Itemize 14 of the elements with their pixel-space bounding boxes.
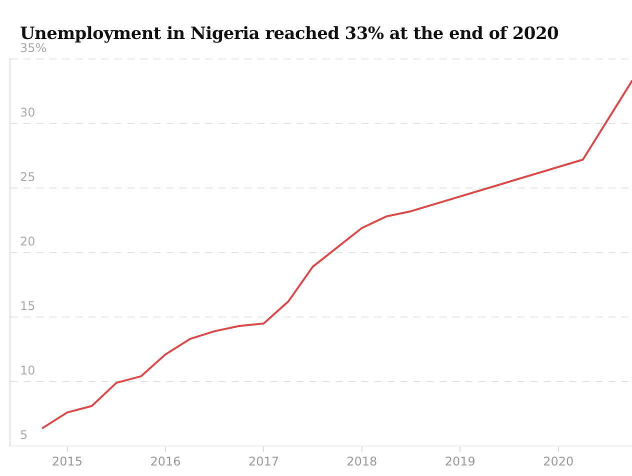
x-tick-label: 2015 (52, 454, 83, 468)
chart-title: Unemployment in Nigeria reached 33% at the end of 2020 (20, 24, 559, 44)
y-tick-label: 30 (20, 106, 36, 120)
y-tick-label: 5 (20, 428, 28, 442)
y-tick-label: 15 (20, 299, 36, 314)
x-tick-label: 2020 (543, 454, 574, 468)
y-tick-label: 10 (20, 364, 36, 378)
x-tick-label: 2018 (346, 454, 378, 468)
y-tick-label: 35% (20, 41, 47, 56)
y-tick-label: 25 (20, 170, 36, 184)
x-tick-label: 2017 (248, 454, 279, 468)
y-tick-label: 20 (20, 234, 36, 249)
x-tick-label: 2019 (444, 454, 476, 468)
x-tick-label: 2016 (150, 454, 181, 468)
